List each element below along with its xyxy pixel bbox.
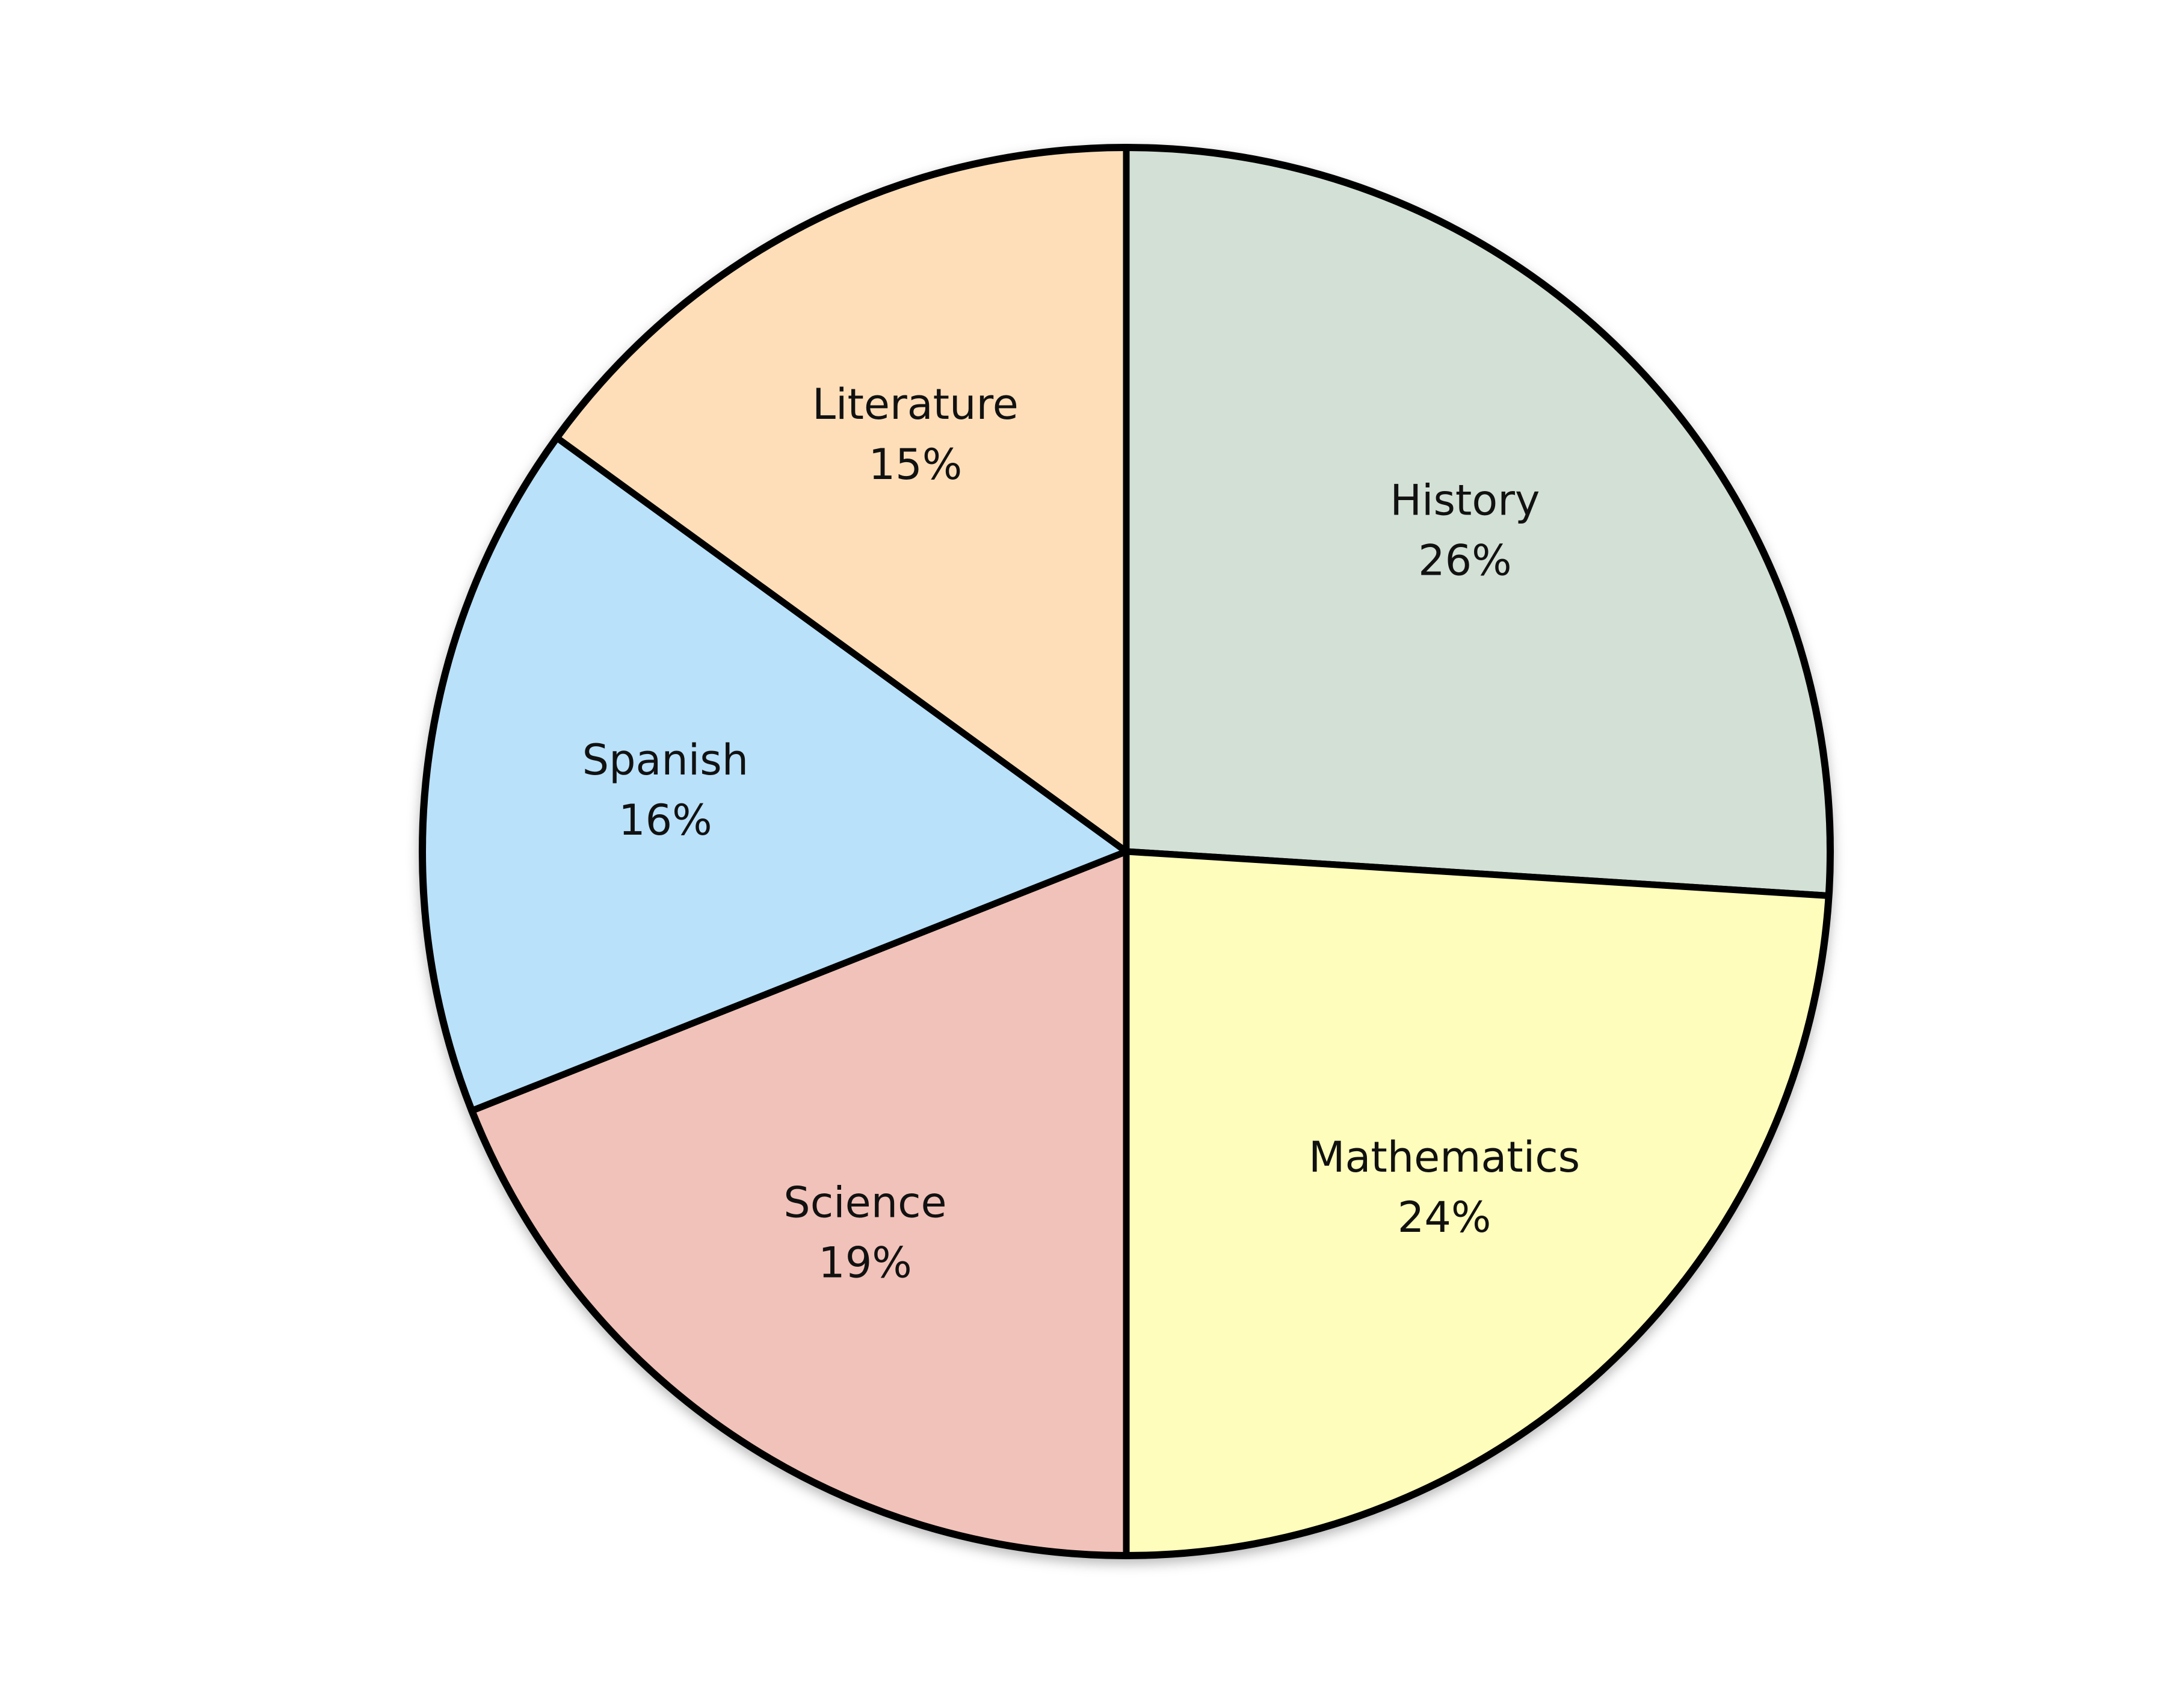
pie-group: [419, 144, 1834, 1559]
slice-label-science: Science: [783, 1178, 946, 1228]
slice-label-history: History: [1390, 475, 1540, 525]
slice-label-spanish: Spanish: [582, 735, 748, 785]
slice-value-science: 19%: [818, 1238, 912, 1288]
slice-value-spanish: 16%: [618, 796, 712, 845]
slice-value-history: 26%: [1418, 536, 1512, 585]
slice-value-mathematics: 24%: [1398, 1193, 1491, 1242]
slice-value-literature: 15%: [869, 440, 963, 489]
pie-outline: [419, 144, 1834, 1559]
labels-group: History 26% Mathematics 24% Science 19% Spanis…: [582, 380, 1580, 1288]
slice-label-literature: Literature: [812, 380, 1019, 429]
slice-label-mathematics: Mathematics: [1309, 1133, 1580, 1182]
